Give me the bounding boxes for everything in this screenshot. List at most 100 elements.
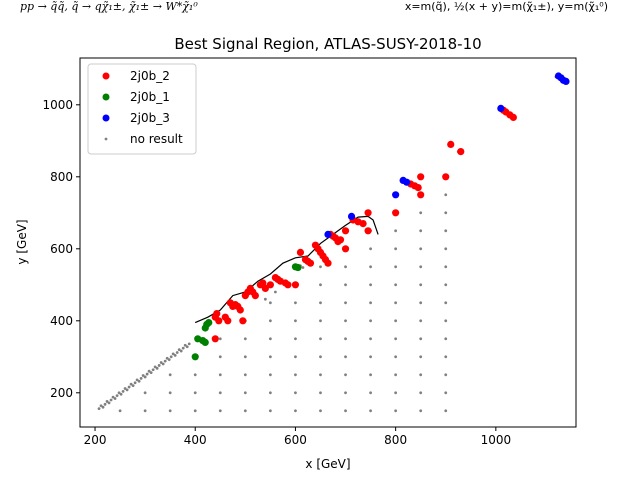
no-result-point xyxy=(187,342,191,346)
legend-marker-2j0b-2 xyxy=(102,72,110,80)
data-point-2j0b-2 xyxy=(236,306,244,314)
data-point-2j0b-2 xyxy=(442,173,450,181)
data-point-2j0b-3 xyxy=(497,104,505,112)
no-result-point xyxy=(139,377,143,380)
no-result-point xyxy=(319,409,322,413)
data-point-2j0b-2 xyxy=(306,259,315,267)
no-result-point xyxy=(394,229,398,233)
no-result-point xyxy=(394,265,398,269)
no-result-point xyxy=(344,373,347,377)
y-axis-label: y [GeV] xyxy=(15,219,29,264)
no-result-point xyxy=(168,373,172,377)
no-result-point xyxy=(181,346,185,350)
legend-marker-2j0b-3 xyxy=(102,114,110,122)
no-result-point xyxy=(167,358,171,362)
x-tick-label: 400 xyxy=(184,433,207,447)
no-result-point xyxy=(369,319,372,323)
data-point-2j0b-2 xyxy=(251,292,259,300)
no-result-point xyxy=(344,337,347,341)
no-result-point xyxy=(344,319,347,323)
x-tick-label: 800 xyxy=(384,433,407,447)
no-result-point xyxy=(419,211,423,215)
no-result-point xyxy=(109,398,113,402)
legend: 2j0b_2 2j0b_1 2j0b_3 no result xyxy=(87,63,197,155)
no-result-point xyxy=(115,394,119,398)
no-result-point xyxy=(419,409,423,413)
no-result-point xyxy=(319,373,322,377)
data-point-2j0b-1 xyxy=(191,353,199,361)
data-point-2j0b-2 xyxy=(457,148,465,156)
no-result-point xyxy=(344,283,347,287)
no-result-point xyxy=(444,391,448,395)
no-result-point xyxy=(133,381,137,385)
no-result-point xyxy=(125,388,129,392)
legend-label-2j0b-1: 2j0b_1 xyxy=(130,90,170,104)
no-result-point xyxy=(243,373,247,377)
no-result-point xyxy=(369,265,372,269)
no-result-point xyxy=(319,337,322,341)
no-result-point xyxy=(444,211,448,215)
no-result-point xyxy=(218,373,222,377)
no-result-point xyxy=(171,352,175,356)
no-result-point xyxy=(218,409,222,413)
no-result-point xyxy=(129,382,133,386)
no-result-point xyxy=(273,290,277,294)
no-result-point xyxy=(183,343,187,347)
signal-region-points xyxy=(191,72,570,361)
y-tick-label: 600 xyxy=(50,242,73,256)
no-result-point xyxy=(243,355,247,359)
data-point-2j0b-3 xyxy=(324,230,332,238)
no-result-point xyxy=(268,301,272,305)
no-result-point xyxy=(444,301,448,305)
no-result-point xyxy=(419,391,423,395)
no-result-point xyxy=(319,319,322,323)
no-result-point xyxy=(369,301,372,305)
no-result-point xyxy=(135,378,139,382)
no-result-point xyxy=(117,391,121,395)
data-point-2j0b-3 xyxy=(403,178,411,186)
data-point-2j0b-2 xyxy=(417,173,425,181)
data-point-2j0b-2 xyxy=(296,248,305,256)
axes-definition: x=m(q̃), ½(x + y)=m(χ̃₁±), y=m(χ̃₁⁰) xyxy=(404,0,608,13)
no-result-point xyxy=(369,373,372,377)
data-point-2j0b-2 xyxy=(359,220,367,228)
no-result-point xyxy=(344,391,347,395)
data-point-2j0b-3 xyxy=(562,77,570,85)
no-result-point xyxy=(394,337,398,341)
no-result-point xyxy=(141,374,145,377)
data-point-2j0b-2 xyxy=(291,281,300,289)
no-result-point xyxy=(419,229,423,233)
no-result-point xyxy=(145,372,149,376)
data-point-2j0b-2 xyxy=(284,281,292,289)
no-result-point xyxy=(369,391,372,395)
data-point-2j0b-2 xyxy=(259,279,267,287)
data-point-2j0b-2 xyxy=(392,209,400,217)
legend-label-no-result: no result xyxy=(130,132,183,146)
no-result-point xyxy=(268,337,272,341)
no-result-point xyxy=(168,391,172,395)
no-result-point xyxy=(394,355,398,359)
no-result-point xyxy=(185,345,189,349)
data-point-2j0b-2 xyxy=(417,191,425,199)
no-result-point xyxy=(294,355,297,359)
data-point-2j0b-2 xyxy=(414,184,422,192)
no-result-point xyxy=(179,349,183,353)
legend-label-2j0b-2: 2j0b_2 xyxy=(130,69,170,83)
no-result-point xyxy=(294,301,297,305)
x-tick-label: 200 xyxy=(84,433,107,447)
no-result-point xyxy=(419,301,423,305)
data-point-2j0b-2 xyxy=(509,113,517,121)
no-result-point xyxy=(268,409,272,413)
no-result-point xyxy=(319,283,322,287)
y-tick-label: 1000 xyxy=(42,98,73,112)
no-result-point xyxy=(155,366,159,370)
no-result-point xyxy=(268,373,272,377)
plot-frame xyxy=(79,57,577,428)
no-result-point xyxy=(177,348,181,351)
no-result-point xyxy=(394,247,398,251)
no-result-point xyxy=(344,355,347,359)
no-result-point xyxy=(168,409,172,413)
no-result-point xyxy=(121,389,125,393)
no-result-point xyxy=(173,353,177,357)
no-result-point xyxy=(394,391,398,395)
